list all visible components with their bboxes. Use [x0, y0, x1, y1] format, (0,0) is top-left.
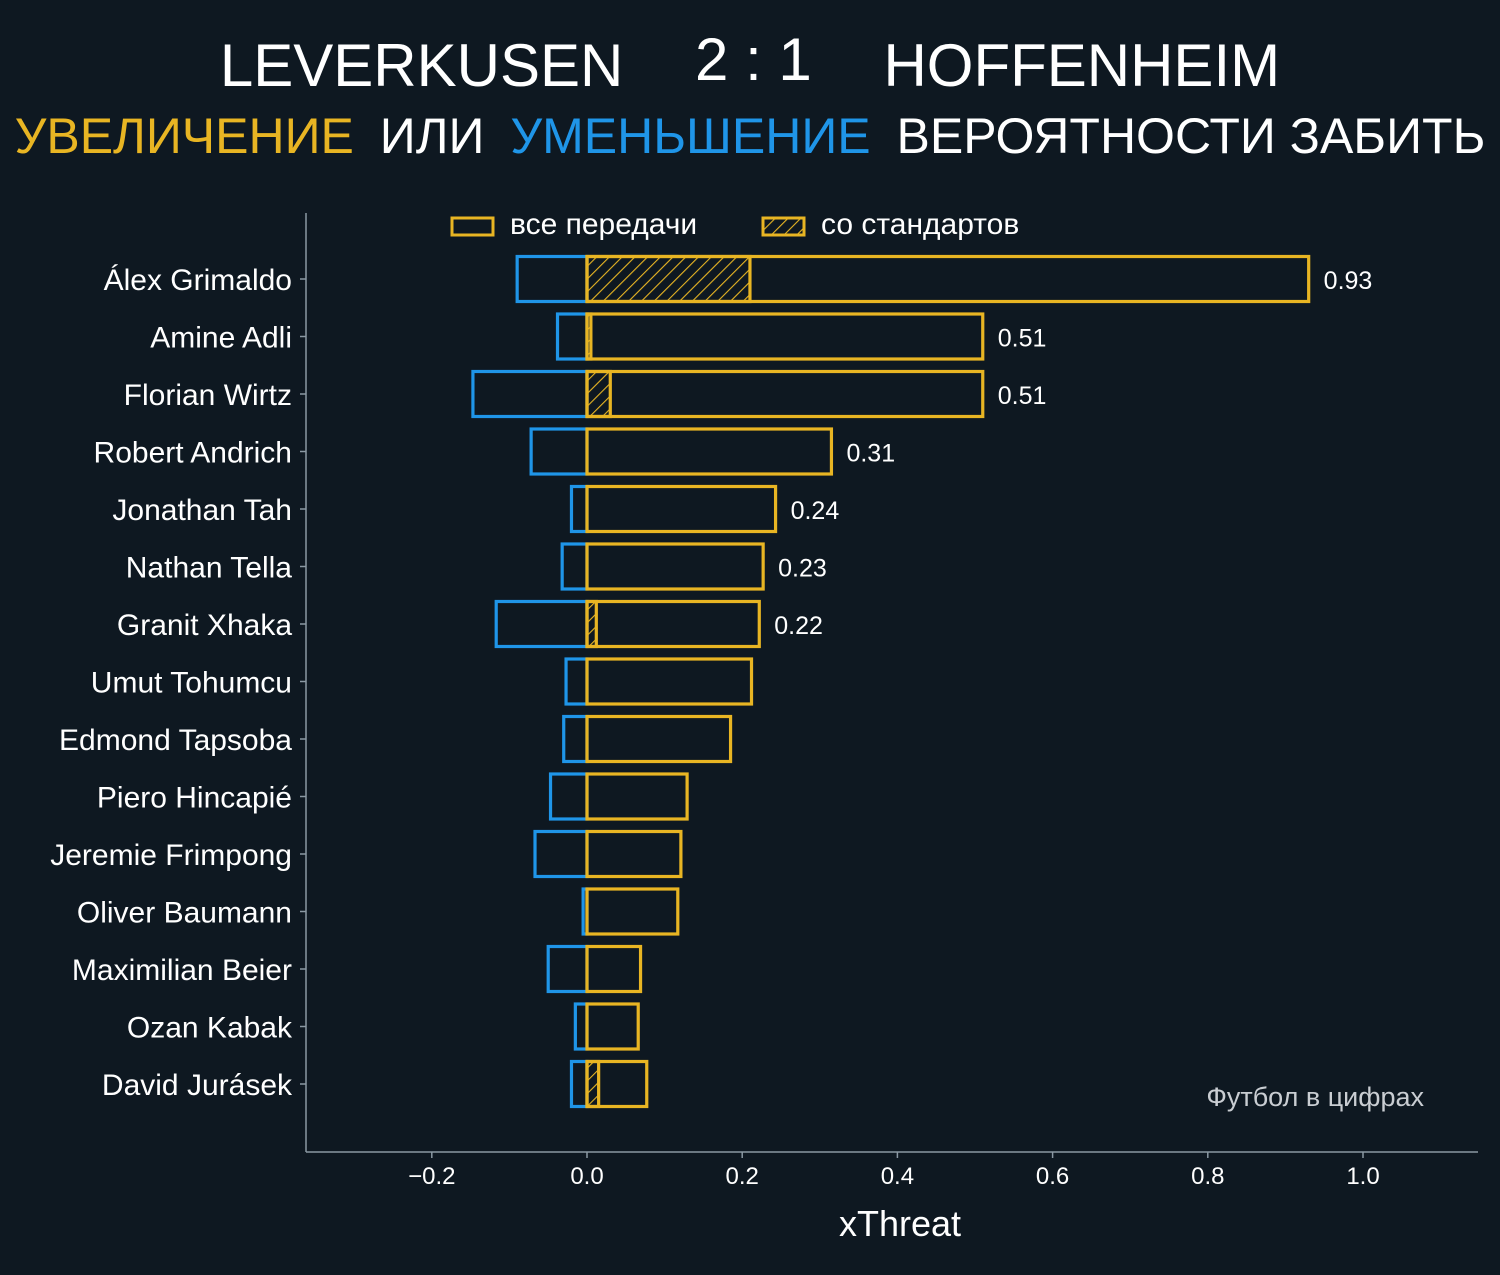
legend-set-pieces-label: со стандартов [821, 208, 1019, 241]
bar-increase [585, 542, 765, 591]
y-tick-label: Granit Xhaka [117, 609, 292, 642]
bar-decrease [555, 312, 589, 361]
x-tick-label: 0.4 [881, 1163, 914, 1190]
bar-value-label: 0.51 [998, 382, 1047, 410]
watermark: Футбол в цифрах [1206, 1082, 1424, 1112]
bar-decrease [533, 829, 589, 879]
bar-decrease [546, 944, 589, 994]
bar-set-pieces [585, 1059, 601, 1109]
bar-set-pieces [585, 254, 752, 304]
legend: все передачи со стандартов [450, 208, 1019, 241]
bar-decrease [560, 542, 589, 591]
bar-decrease [471, 369, 589, 419]
y-tick-label: Umut Tohumcu [91, 667, 292, 700]
bar-decrease [573, 1002, 589, 1051]
chart-title: LEVERKUSEN 2 : 1 HOFFENHEIM [220, 26, 1280, 99]
chart-subtitle: УВЕЛИЧЕНИЕ ИЛИ УМЕНЬШЕНИЕ ВЕРОЯТНОСТИ ЗА… [15, 108, 1486, 164]
bar-increase [585, 772, 689, 821]
bar-decrease [548, 772, 589, 821]
bar-decrease [529, 427, 589, 476]
bar-increase [585, 312, 985, 361]
bar-increase [585, 254, 1311, 304]
bars: 0.93 0.51 0.51 0.31 0.24 0.23 0.22 [471, 254, 1373, 1109]
bar-increase [585, 484, 778, 534]
y-tick-label: Robert Andrich [94, 437, 292, 470]
y-tick-label: Jeremie Frimpong [50, 839, 292, 872]
bar-increase [585, 1059, 649, 1109]
legend-all-passes-swatch [450, 216, 495, 237]
y-tick-label: Edmond Tapsoba [59, 724, 292, 757]
x-ticks: −0.2 0.0 0.2 0.4 0.6 0.8 1.0 [408, 1152, 1380, 1190]
y-tick-label: Jonathan Tah [112, 494, 292, 527]
subtitle-or: ИЛИ [380, 108, 485, 164]
bar-value-label: 0.24 [791, 497, 840, 525]
x-tick-label: 0.8 [1191, 1163, 1224, 1190]
bar-value-label: 0.23 [778, 555, 827, 583]
x-tick-label: 0.6 [1036, 1163, 1069, 1190]
bar-increase [585, 1002, 640, 1051]
subtitle-rest: ВЕРОЯТНОСТИ ЗАБИТЬ [897, 108, 1486, 164]
bar-increase [585, 369, 985, 419]
subtitle-increase: УВЕЛИЧЕНИЕ [15, 108, 354, 164]
x-tick-label: 0.2 [726, 1163, 759, 1190]
bar-decrease [569, 1059, 589, 1109]
bar-decrease [564, 657, 589, 706]
y-tick-label: David Jurásek [102, 1069, 293, 1102]
bar-value-label: 0.31 [846, 440, 895, 468]
y-tick-labels: Álex Grimaldo Amine Adli Florian Wirtz Robe… [50, 264, 306, 1102]
bar-decrease [569, 484, 589, 534]
legend-set-pieces-swatch [761, 216, 806, 237]
bar-increase [585, 944, 643, 994]
y-tick-label: Amine Adli [150, 322, 292, 355]
subtitle-decrease: УМЕНЬШЕНИЕ [510, 108, 870, 164]
y-tick-label: Ozan Kabak [127, 1012, 293, 1045]
y-tick-label: Oliver Baumann [77, 897, 292, 930]
legend-all-passes-label: все передачи [510, 208, 697, 241]
away-team: HOFFENHEIM [883, 32, 1280, 99]
bar-increase [585, 714, 733, 764]
bar-value-label: 0.51 [998, 325, 1047, 353]
bar-increase [585, 427, 834, 476]
y-tick-label: Maximilian Beier [72, 954, 292, 987]
y-tick-label: Álex Grimaldo [104, 264, 292, 297]
y-tick-label: Piero Hincapié [97, 782, 292, 815]
bar-decrease [562, 714, 589, 764]
bar-value-label: 0.22 [774, 612, 823, 640]
bar-increase [585, 657, 754, 706]
score: 2 : 1 [695, 26, 812, 93]
bar-increase [585, 599, 761, 649]
y-tick-label: Florian Wirtz [124, 379, 292, 412]
y-tick-label: Nathan Tella [126, 552, 293, 585]
x-tick-label: 1.0 [1346, 1163, 1379, 1190]
x-tick-label: −0.2 [408, 1163, 455, 1190]
home-team: LEVERKUSEN [220, 32, 623, 99]
x-axis-label: xThreat [839, 1203, 961, 1244]
bar-increase [585, 887, 680, 936]
bar-set-pieces [585, 369, 612, 419]
bar-decrease [515, 254, 589, 304]
x-tick-label: 0.0 [570, 1163, 603, 1190]
bar-increase [585, 829, 683, 879]
bar-value-label: 0.93 [1324, 267, 1373, 295]
bar-decrease [494, 599, 589, 649]
